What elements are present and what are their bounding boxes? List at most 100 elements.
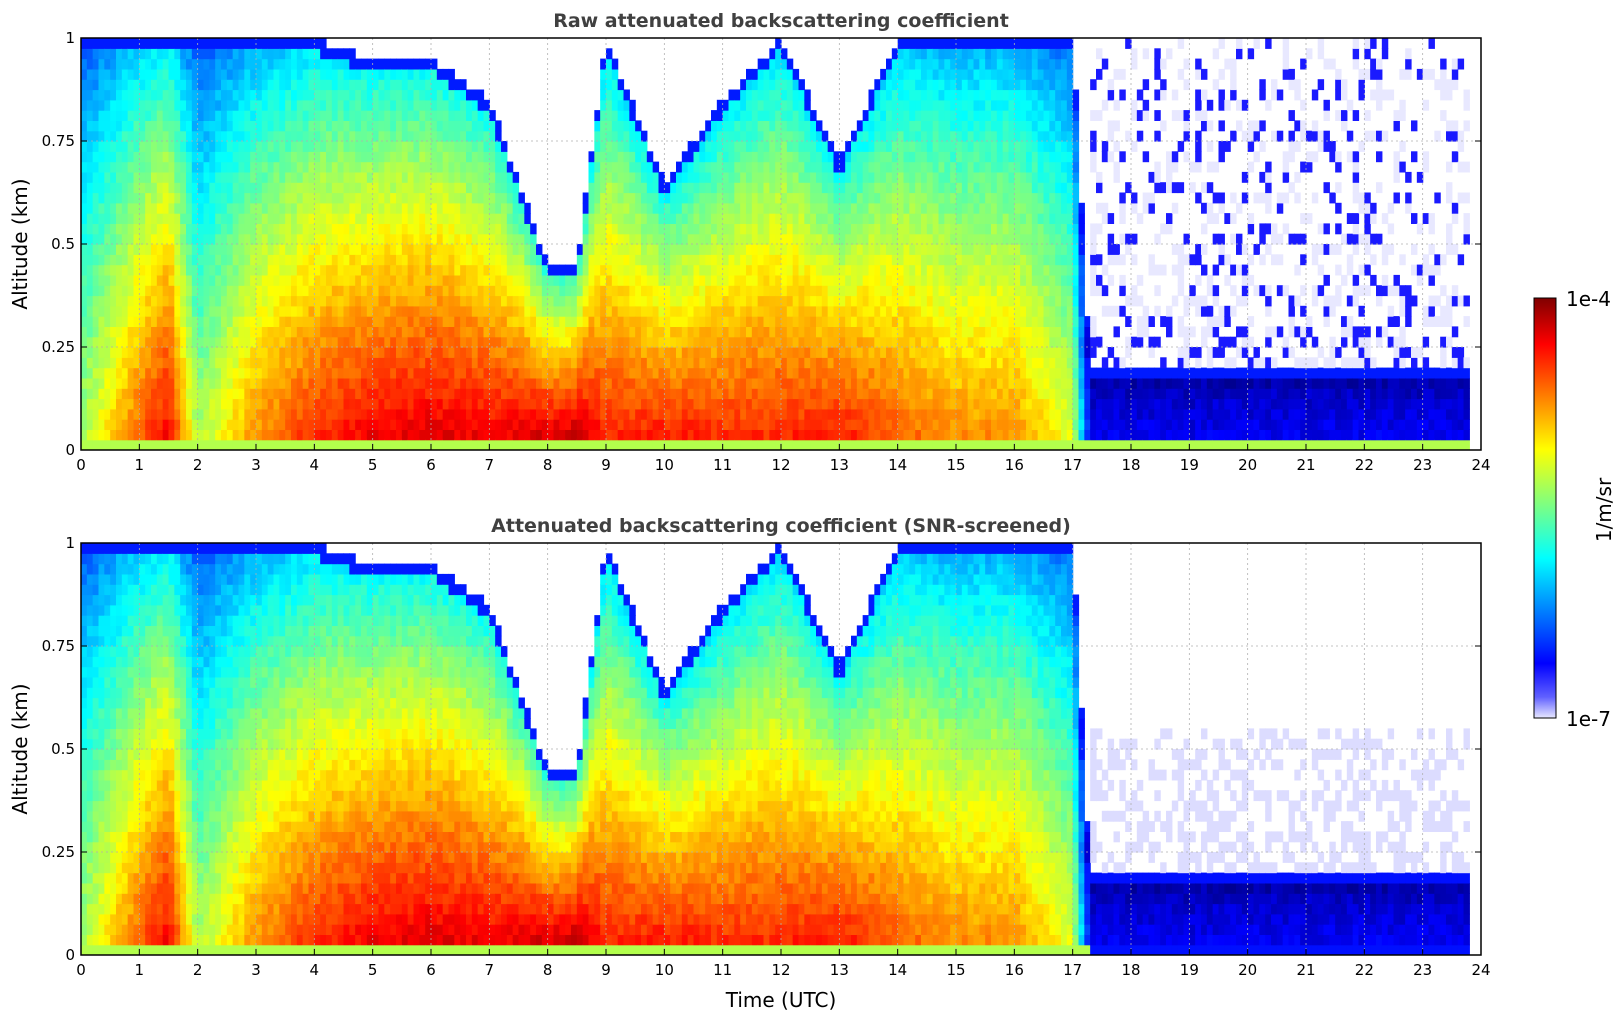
heatmap-cell	[804, 120, 811, 132]
heatmap-cell	[856, 192, 864, 204]
heatmap-cell	[296, 130, 304, 142]
heatmap-cell	[617, 408, 625, 420]
heatmap-cell	[495, 429, 502, 441]
heatmap-cell	[845, 439, 852, 450]
heatmap-cell	[331, 182, 339, 194]
heatmap-cell	[390, 398, 397, 410]
heatmap-cell	[203, 68, 210, 80]
heatmap-cell	[722, 305, 730, 317]
heatmap-cell	[104, 419, 111, 430]
heatmap-cell	[98, 79, 105, 91]
heatmap-cell	[378, 58, 385, 70]
heatmap-cell	[611, 388, 619, 400]
heatmap-cell	[466, 151, 473, 163]
heatmap-cell	[320, 192, 327, 204]
heatmap-cell	[267, 120, 275, 132]
heatmap-cell	[343, 213, 350, 224]
heatmap-cell	[232, 244, 240, 255]
heatmap-cell	[425, 130, 432, 142]
heatmap-cell	[431, 347, 438, 358]
heatmap-cell	[711, 285, 718, 297]
heatmap-cell	[366, 202, 374, 214]
heatmap-cell	[250, 264, 257, 276]
heatmap-cell	[320, 68, 327, 80]
heatmap-cell	[384, 233, 391, 245]
heatmap-cell	[180, 68, 187, 80]
heatmap-cell	[203, 202, 210, 214]
heatmap-cell	[670, 244, 677, 255]
heatmap-cell	[256, 171, 263, 183]
heatmap-cell	[786, 326, 794, 338]
heatmap-cell	[891, 223, 899, 235]
heatmap-cell	[314, 244, 321, 255]
heatmap-cell	[664, 274, 671, 286]
heatmap-cell	[396, 336, 403, 348]
heatmap-cell	[180, 357, 187, 369]
heatmap-cell	[547, 305, 555, 317]
heatmap-cell	[314, 110, 321, 121]
heatmap-cell	[361, 408, 368, 420]
heatmap-cell	[366, 316, 374, 327]
heatmap-cell	[121, 151, 129, 163]
heatmap-cell	[291, 326, 298, 338]
heatmap-cell	[296, 326, 304, 338]
heatmap-cell	[763, 377, 770, 389]
heatmap-cell	[407, 202, 415, 214]
heatmap-cell	[396, 182, 403, 194]
heatmap-cell	[291, 89, 298, 101]
heatmap-cell	[401, 182, 409, 194]
heatmap-cell	[326, 48, 333, 60]
heatmap-cell	[121, 274, 129, 286]
heatmap-cell	[582, 213, 590, 224]
heatmap-cell	[98, 377, 105, 389]
heatmap-cell	[763, 419, 770, 430]
heatmap-cell	[635, 274, 642, 286]
heatmap-cell	[652, 367, 660, 379]
heatmap-cell	[786, 213, 794, 224]
heatmap-cell	[436, 264, 444, 276]
heatmap-cell	[804, 305, 811, 317]
heatmap-cell	[839, 367, 846, 379]
heatmap-cell	[250, 233, 257, 245]
heatmap-cell	[886, 336, 893, 348]
heatmap-cell	[168, 429, 175, 441]
heatmap-cell	[611, 439, 619, 450]
heatmap-cell	[868, 398, 875, 410]
heatmap-cell	[874, 347, 881, 358]
heatmap-cell	[203, 357, 210, 369]
heatmap-cell	[308, 439, 315, 450]
heatmap-cell	[851, 295, 858, 307]
heatmap-cell	[285, 408, 292, 420]
heatmap-cell	[495, 316, 502, 327]
heatmap-cell	[168, 254, 175, 266]
heatmap-cell	[372, 377, 380, 389]
heatmap-cell	[588, 223, 595, 235]
heatmap-cell	[407, 79, 415, 91]
heatmap-cell	[798, 336, 805, 348]
heatmap-cell	[676, 161, 683, 173]
heatmap-cell	[851, 254, 858, 266]
heatmap-cell	[757, 213, 765, 224]
heatmap-cell	[331, 213, 339, 224]
heatmap-cell	[891, 347, 899, 358]
heatmap-cell	[617, 439, 625, 450]
heatmap-cell	[722, 347, 730, 358]
heatmap-cell	[670, 367, 677, 379]
heatmap-cell	[629, 336, 636, 348]
heatmap-cell	[611, 326, 619, 338]
heatmap-cell	[711, 377, 718, 389]
heatmap-cell	[314, 151, 321, 163]
heatmap-cell	[821, 264, 829, 276]
heatmap-cell	[261, 305, 269, 317]
heatmap-cell	[506, 388, 514, 400]
heatmap-cell	[343, 58, 350, 70]
heatmap-cell	[197, 398, 205, 410]
heatmap-cell	[676, 347, 683, 358]
heatmap-cell	[326, 347, 333, 358]
heatmap-cell	[326, 99, 333, 111]
heatmap-cell	[133, 326, 140, 338]
heatmap-cell	[676, 213, 683, 224]
heatmap-cell	[635, 161, 642, 173]
heatmap-cell	[629, 244, 636, 255]
heatmap-cell	[116, 182, 123, 194]
